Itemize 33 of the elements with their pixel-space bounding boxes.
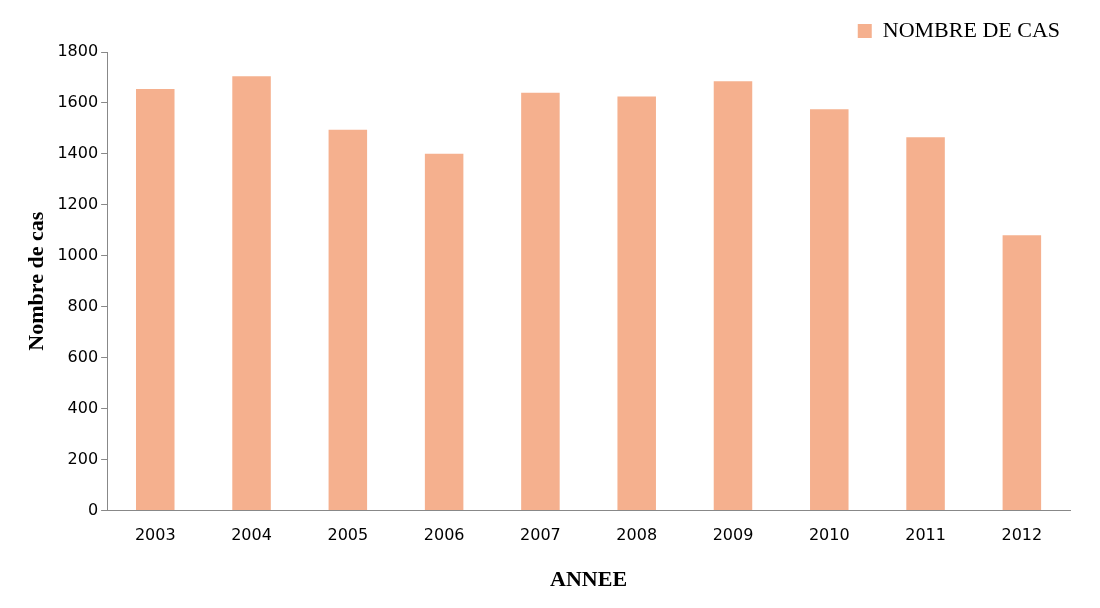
x-tick-label: 2003 (134, 525, 176, 545)
x-tick-label: 2006 (423, 525, 465, 545)
y-tick-label: 200 (67, 448, 99, 468)
bar (810, 109, 849, 510)
x-tick-label: 2011 (905, 525, 946, 545)
y-tick-label: 600 (67, 346, 99, 366)
bar (232, 76, 271, 510)
bar (424, 153, 464, 510)
bar (713, 81, 753, 510)
bar (328, 129, 368, 510)
bar (906, 137, 945, 510)
y-tick-label: 1800 (57, 41, 99, 61)
y-axis-title: Nombre de cas (22, 211, 48, 351)
legend-label: NOMBRE DE CAS (882, 16, 1060, 42)
x-tick-label: 2004 (231, 525, 272, 545)
x-tick-label: 2008 (616, 525, 658, 545)
x-tick-label: 2007 (520, 525, 561, 545)
y-tick-label: 1400 (57, 143, 99, 163)
x-tick-label: 2009 (712, 525, 754, 545)
x-tick-label: 2005 (327, 525, 369, 545)
bar (136, 88, 175, 510)
x-tick-label: 2010 (808, 525, 850, 545)
x-axis-title: ANNEE (550, 566, 628, 592)
x-tick-label: 2012 (1001, 525, 1043, 545)
y-tick-label: 1600 (57, 92, 99, 112)
bar (617, 96, 656, 510)
y-tick-label: 0 (87, 499, 99, 519)
y-tick-label: 400 (67, 397, 99, 417)
y-tick-label: 1200 (57, 193, 99, 213)
y-tick-label: 800 (67, 295, 99, 315)
bar (1002, 235, 1042, 510)
bar (521, 92, 560, 510)
y-tick-label: 1000 (57, 244, 99, 264)
